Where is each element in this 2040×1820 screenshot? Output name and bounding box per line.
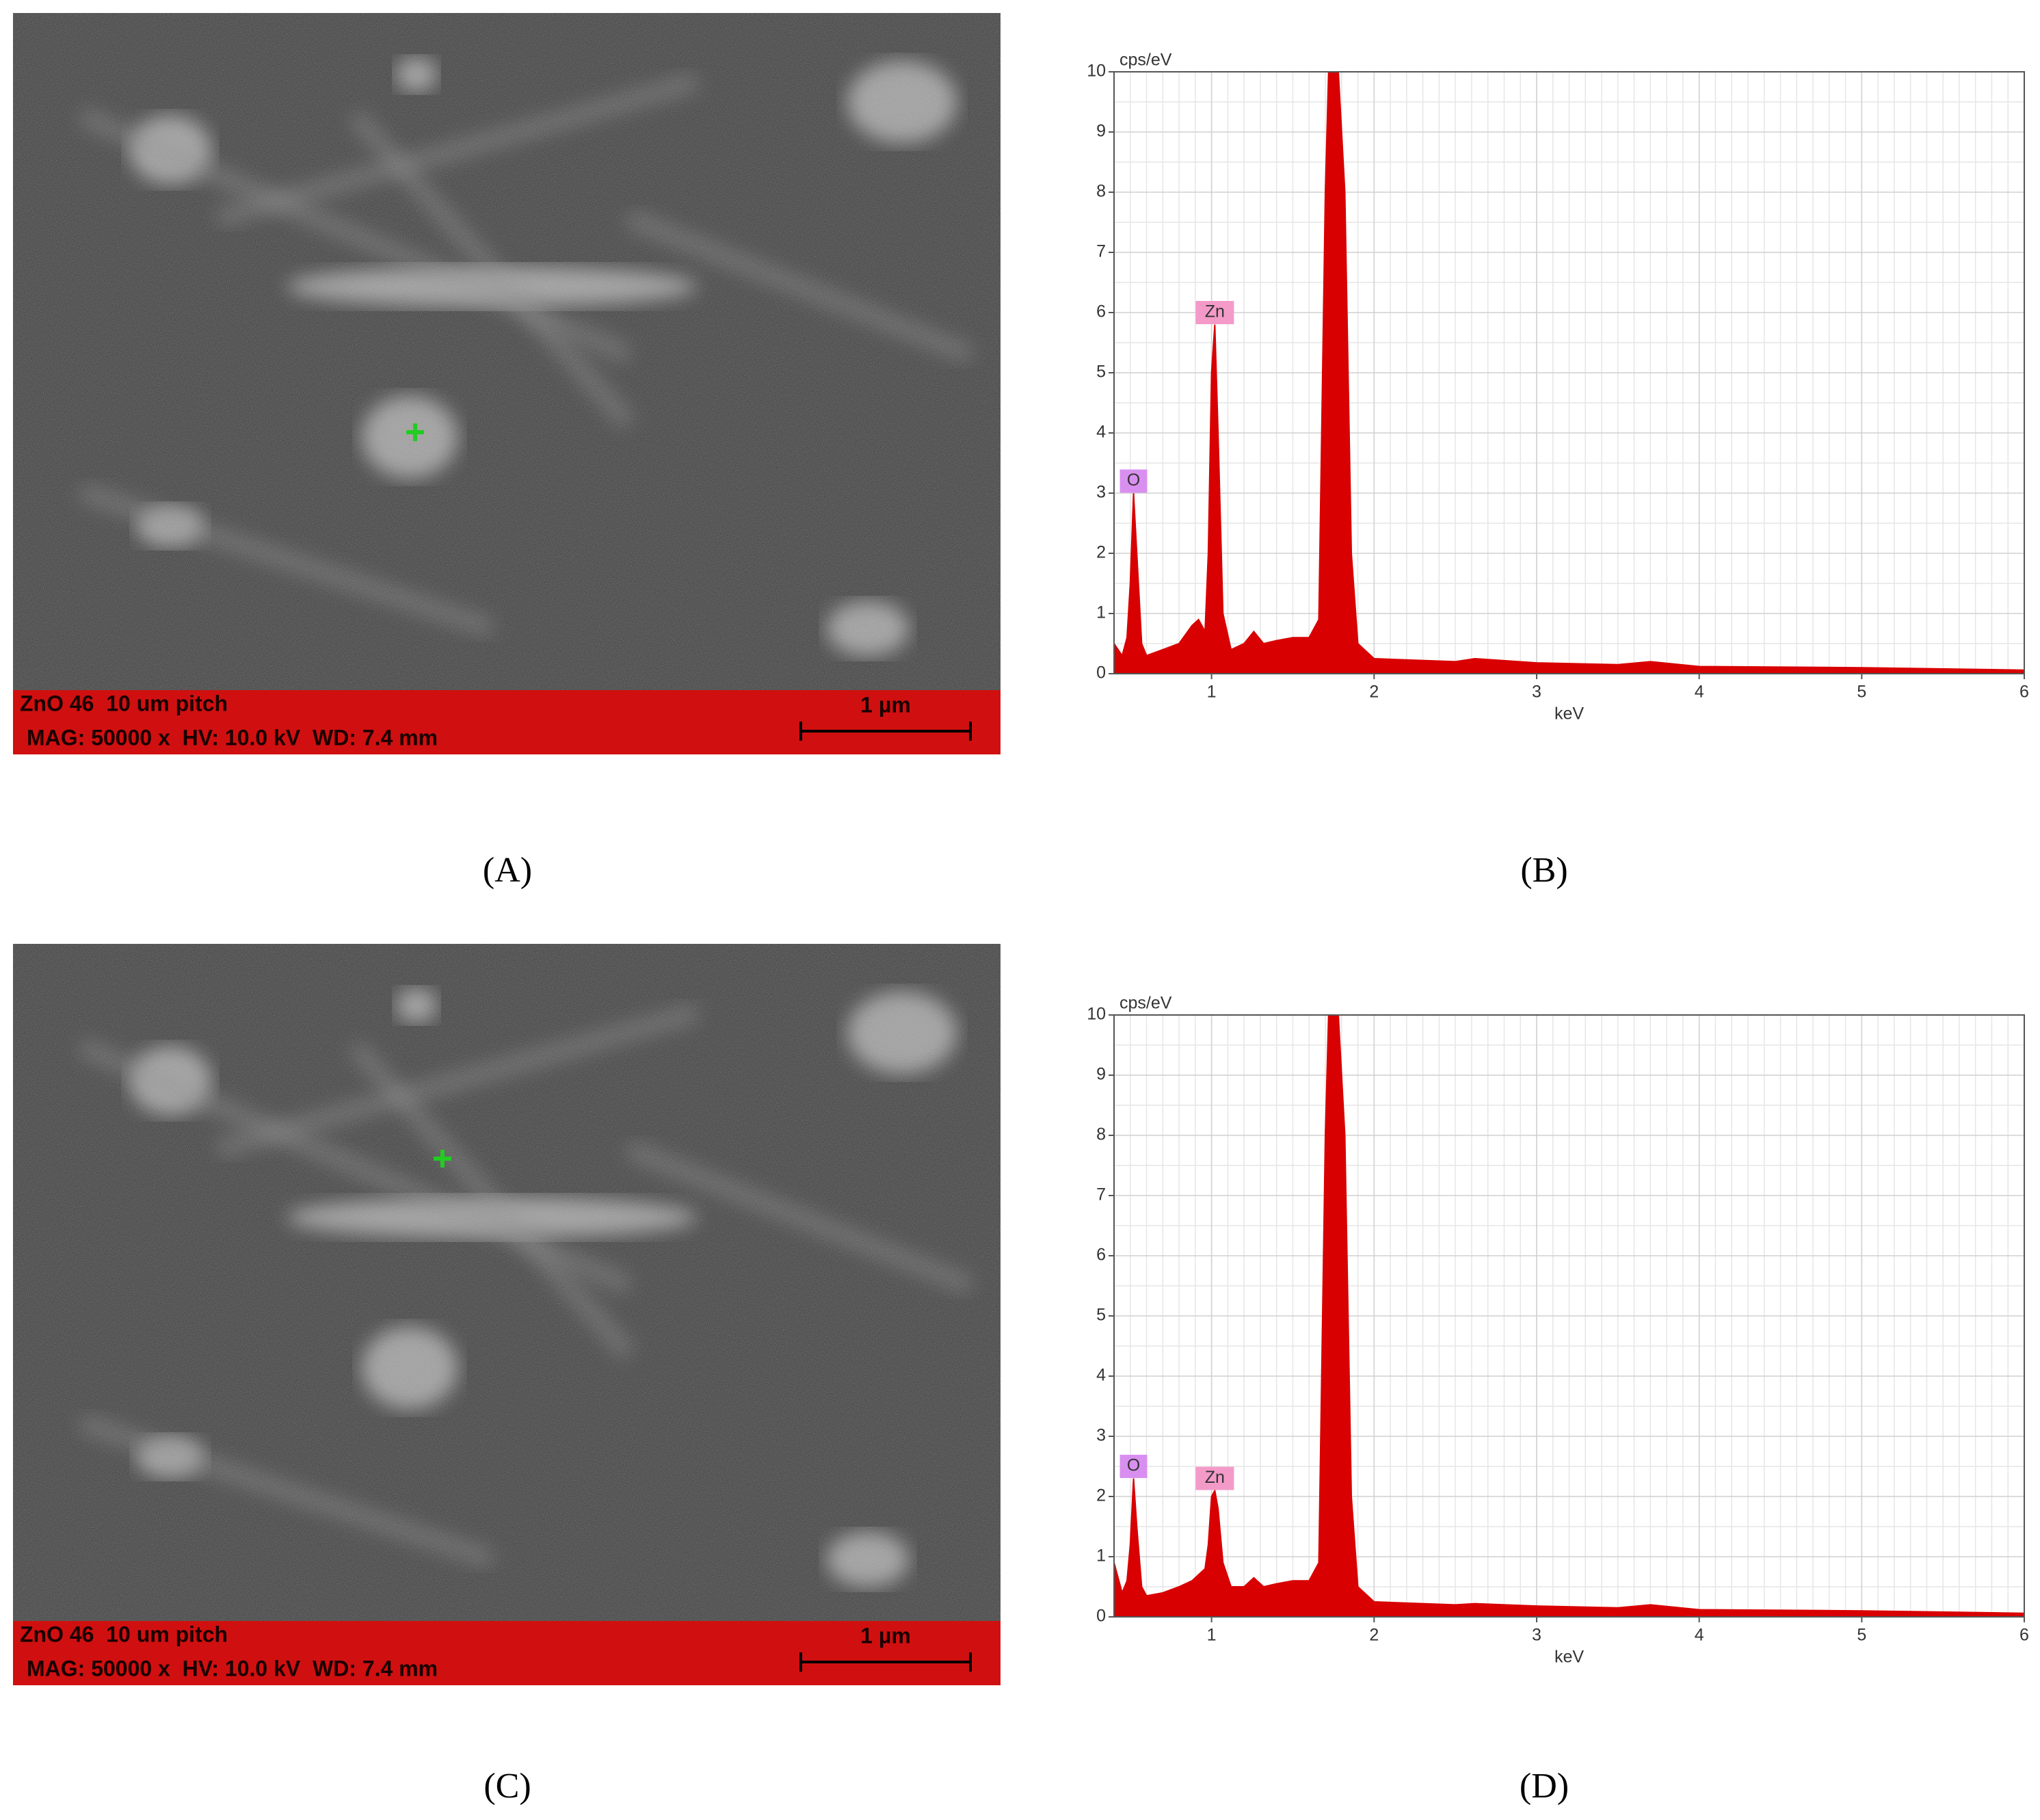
x-axis-label: keV <box>1554 704 1584 724</box>
peak-label: Zn <box>1205 1468 1225 1487</box>
y-tick-label: 8 <box>1096 1125 1106 1144</box>
y-tick-label: 4 <box>1096 423 1106 442</box>
spectrum-chart: 0 1 2 3 4 5 6 7 8 9 10 1 2 3 4 5 6 keV cps/eV O Zn <box>1087 51 2029 724</box>
peak-label-box <box>1195 1466 1234 1490</box>
x-tick-label: 6 <box>2019 1626 2029 1645</box>
x-tick-label: 4 <box>1695 683 1704 702</box>
y-tick-label: 7 <box>1096 1185 1106 1204</box>
spectrum-area <box>1114 72 2024 674</box>
y-tick-label: 9 <box>1096 122 1106 141</box>
y-tick-label: 2 <box>1096 543 1106 562</box>
info-bar <box>13 690 1001 754</box>
spectrum-chart: 0 1 2 3 4 5 6 7 8 9 10 1 2 3 4 5 6 keV cps/eV O Zn <box>1087 994 2029 1667</box>
peak-label: O <box>1127 1456 1140 1475</box>
panel-label: (A) <box>483 851 532 890</box>
y-tick-label: 10 <box>1087 62 1106 81</box>
scale-label: 1 µm <box>860 1623 911 1648</box>
y-tick-label: 5 <box>1096 362 1106 382</box>
x-tick-label: 5 <box>1857 1626 1866 1645</box>
x-tick-label: 1 <box>1207 683 1217 702</box>
sem-noise <box>13 944 1001 1685</box>
y-tick-label: 8 <box>1096 182 1106 201</box>
sem-caption: ZnO 46 10 um pitch <box>20 691 228 715</box>
x-tick-label: 2 <box>1369 1626 1379 1645</box>
spot-marker <box>434 1150 451 1168</box>
y-tick-label: 0 <box>1096 663 1106 683</box>
y-tick-label: 1 <box>1096 1546 1106 1566</box>
x-axis-label: keV <box>1554 1648 1584 1667</box>
y-tick-label: 4 <box>1096 1366 1106 1385</box>
sem-info: MAG: 50000 x HV: 10.0 kV WD: 7.4 mm <box>27 725 438 750</box>
y-axis-label: cps/eV <box>1120 51 1172 70</box>
panel-label: (C) <box>483 1767 531 1806</box>
peak-label-box <box>1120 469 1148 493</box>
panel-label: (D) <box>1520 1767 1569 1806</box>
spot-marker <box>406 423 424 441</box>
peak-label-box <box>1120 1455 1148 1478</box>
y-tick-label: 1 <box>1096 603 1106 622</box>
peak-label: Zn <box>1205 302 1225 321</box>
y-tick-label: 0 <box>1096 1607 1106 1626</box>
x-tick-label: 1 <box>1207 1626 1217 1645</box>
y-tick-label: 3 <box>1096 1426 1106 1445</box>
sem-caption: ZnO 46 10 um pitch <box>20 1622 228 1646</box>
y-tick-label: 5 <box>1096 1306 1106 1325</box>
x-tick-label: 3 <box>1532 683 1541 702</box>
peak-label-box <box>1195 301 1234 324</box>
y-tick-label: 7 <box>1096 242 1106 261</box>
y-tick-label: 3 <box>1096 483 1106 502</box>
sem-noise <box>13 13 1001 754</box>
info-bar <box>13 1621 1001 1685</box>
y-axis-label: cps/eV <box>1120 994 1172 1013</box>
sem-image: ZnO 46 10 um pitch MAG: 50000 x HV: 10.0 … <box>13 13 1001 754</box>
scale-label: 1 µm <box>860 692 911 717</box>
sem-image: ZnO 46 10 um pitch MAG: 50000 x HV: 10.0 … <box>13 944 1001 1685</box>
y-tick-label: 6 <box>1096 1245 1106 1265</box>
y-tick-label: 10 <box>1087 1005 1106 1024</box>
y-tick-label: 6 <box>1096 302 1106 321</box>
x-tick-label: 3 <box>1532 1626 1541 1645</box>
y-tick-label: 2 <box>1096 1486 1106 1505</box>
sem-info: MAG: 50000 x HV: 10.0 kV WD: 7.4 mm <box>27 1656 438 1680</box>
x-tick-label: 2 <box>1369 683 1379 702</box>
y-tick-label: 9 <box>1096 1065 1106 1084</box>
x-tick-label: 5 <box>1857 683 1866 702</box>
x-tick-label: 6 <box>2019 683 2029 702</box>
spectrum-area <box>1114 1015 2024 1617</box>
panel-label: (B) <box>1520 851 1567 890</box>
peak-label: O <box>1127 471 1140 490</box>
x-tick-label: 4 <box>1695 1626 1704 1645</box>
